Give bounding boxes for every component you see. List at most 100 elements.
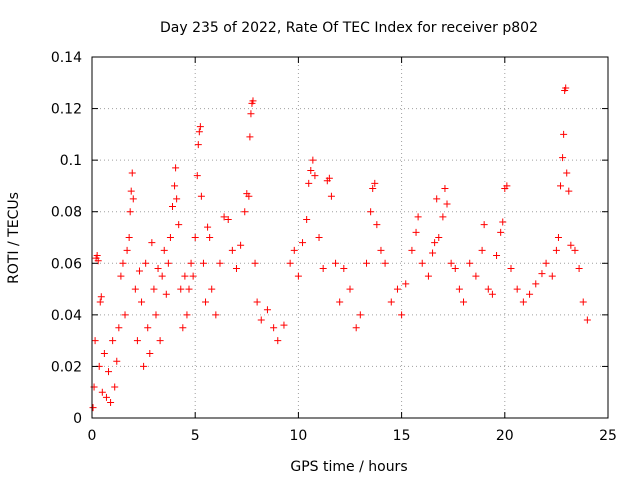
data-point [435,234,443,241]
data-point [160,246,168,254]
data-point [146,350,154,358]
data-point [93,252,101,260]
data-point [309,156,317,164]
data-point [447,259,455,267]
data-point [185,285,193,293]
data-point [142,259,150,267]
data-point [503,182,511,190]
data-point [363,259,371,267]
data-point [123,246,131,254]
data-point [393,285,401,293]
data-point [441,185,449,193]
chart-title: Day 235 of 2022, Rate Of TEC Index for r… [160,20,538,36]
y-axis-label: ROTI / TECUs [6,192,22,284]
axis-ticks: 0 5 10 15 20 25 0 0.02 0.04 0.06 0.08 0.1 0.12 0.14 [51,50,617,444]
data-point [507,264,515,272]
data-point [164,259,172,267]
data-point [263,306,271,314]
data-point [206,234,214,241]
x-tick-label: 5 [191,428,200,444]
y-tick-label: 0.14 [51,50,82,66]
data-point [202,298,210,306]
data-point [270,324,278,332]
data-point [557,182,565,190]
data-point [579,298,587,306]
data-point [352,324,360,332]
data-point [402,280,410,288]
data-point [125,234,133,241]
data-point [565,187,573,195]
data-point [158,272,166,280]
data-point [408,246,416,254]
data-point [480,221,488,229]
data-point [97,293,105,301]
data-point [133,337,141,345]
data-point [96,298,104,306]
data-point [197,192,205,200]
data-point [346,285,354,293]
plot-frame [91,56,609,419]
data-point [257,316,265,324]
data-point [119,259,127,267]
x-tick-label: 10 [289,428,307,444]
data-point [311,172,319,180]
data-point [156,337,164,345]
data-point [499,218,507,226]
data-point [168,203,176,211]
data-point [398,311,406,319]
x-tick-label: 20 [496,428,514,444]
data-point [245,192,253,200]
y-tick-label: 0.08 [51,205,82,221]
data-point [560,130,568,138]
data-point [554,234,562,241]
y-tick-label: 0.12 [51,102,82,118]
y-tick-label: 0 [73,411,82,427]
data-point [319,264,327,272]
data-point [542,259,550,267]
data-point [162,290,170,298]
data-point [150,285,158,293]
data-point [429,249,437,257]
data-point [144,324,152,332]
data-point [171,182,179,190]
data-point [194,141,202,149]
data-point [183,311,191,319]
data-point [478,246,486,254]
data-point [126,208,134,216]
data-point [187,259,195,267]
data-point [109,337,117,345]
data-point [191,234,199,241]
data-point [327,192,335,200]
data-point [466,259,474,267]
data-point [493,252,501,260]
data-point [548,272,556,280]
data-point [208,285,216,293]
data-point [325,174,333,182]
y-tick-label: 0.04 [51,308,82,324]
data-point [181,272,189,280]
data-point [135,267,143,275]
data-point [121,311,129,319]
data-point [315,234,323,241]
data-point [332,259,340,267]
data-point [526,290,534,298]
data-point [488,290,496,298]
data-point [274,337,282,345]
data-point [439,213,447,221]
data-point [583,316,591,324]
data-point [381,259,389,267]
data-point [94,257,102,265]
data-point [195,128,203,136]
data-point [280,321,288,329]
data-point [91,337,99,345]
data-point [532,280,540,288]
data-point [373,221,381,229]
data-point [111,383,119,391]
data-point [179,324,187,332]
data-point [113,357,121,365]
data-point [220,213,228,221]
data-point [128,169,136,177]
data-point [562,84,570,92]
